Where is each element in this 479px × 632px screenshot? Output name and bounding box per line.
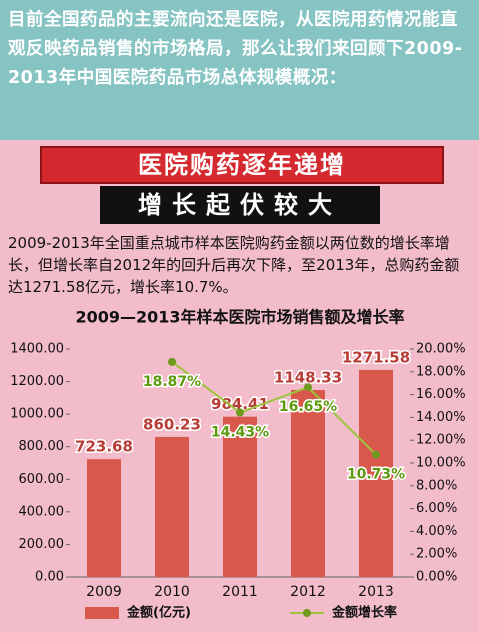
bar <box>359 369 393 577</box>
bar <box>155 436 189 577</box>
line-label: 10.73% <box>347 467 405 483</box>
bar-label: 723.68 <box>75 438 133 456</box>
y2-tick-label: 2.00% <box>416 547 457 562</box>
line-label: 14.43% <box>211 424 269 440</box>
x-tick-label: 2010 <box>154 584 190 600</box>
y2-tick-label: 6.00% <box>416 501 457 516</box>
y-tick-label: 0.00 <box>35 570 64 585</box>
chart-title: 2009—2013年样本医院市场销售额及增长率 <box>75 308 404 327</box>
y-tick-label: 1400.00 <box>10 342 64 357</box>
y2-tick-label: 12.00% <box>416 433 466 448</box>
legend-swatch <box>85 607 119 619</box>
intro-text: 目前全国药品的主要流向还是医院，从医院用药情况能直观反映药品销售的市场格局，那么… <box>8 10 463 88</box>
y2-tick-label: 8.00% <box>416 478 457 493</box>
paragraph: 2009-2013年全国重点城市样本医院购药金额以两位数的增长率增长，但增长率自… <box>8 234 460 296</box>
line-point <box>236 408 244 417</box>
y-tick-label: 1000.00 <box>10 407 64 422</box>
line-point <box>372 450 380 459</box>
x-tick-label: 2011 <box>222 584 258 600</box>
y2-tick-label: 0.00% <box>416 570 457 585</box>
y-tick-label: 800.00 <box>19 439 65 454</box>
legend-swatch <box>303 609 311 617</box>
x-tick-label: 2012 <box>290 584 326 600</box>
bar <box>291 389 325 577</box>
bar-label: 1148.33 <box>274 368 342 386</box>
y-tick-label: 400.00 <box>19 504 65 519</box>
header-band <box>0 0 479 140</box>
sub-banner: 增长起伏较大 <box>100 186 380 224</box>
y-tick-label: 1200.00 <box>10 374 64 389</box>
legend-label: 金额增长率 <box>331 605 397 621</box>
line-label: 18.87% <box>143 374 201 390</box>
y2-tick-label: 18.00% <box>416 364 466 379</box>
line <box>171 361 377 456</box>
banner: 医院购药逐年递增 <box>40 146 444 184</box>
bar-label: 1271.58 <box>342 348 410 366</box>
x-tick-label: 2013 <box>358 584 394 600</box>
bar-label: 860.23 <box>143 415 201 433</box>
bar-label: 984.41 <box>211 395 269 413</box>
line-point <box>168 357 176 366</box>
bar <box>223 416 257 577</box>
legend-label: 金额(亿元) <box>126 605 191 621</box>
y-tick-label: 600.00 <box>19 472 65 487</box>
line-point <box>304 383 312 392</box>
y2-tick-label: 20.00% <box>416 342 466 357</box>
line-label: 16.65% <box>279 399 337 415</box>
y-tick-label: 200.00 <box>19 537 65 552</box>
y2-tick-label: 14.00% <box>416 410 466 425</box>
bar <box>87 459 121 577</box>
x-tick-label: 2009 <box>86 584 122 600</box>
y2-tick-label: 10.00% <box>416 456 466 471</box>
y2-tick-label: 16.00% <box>416 387 466 402</box>
y2-tick-label: 4.00% <box>416 524 457 539</box>
